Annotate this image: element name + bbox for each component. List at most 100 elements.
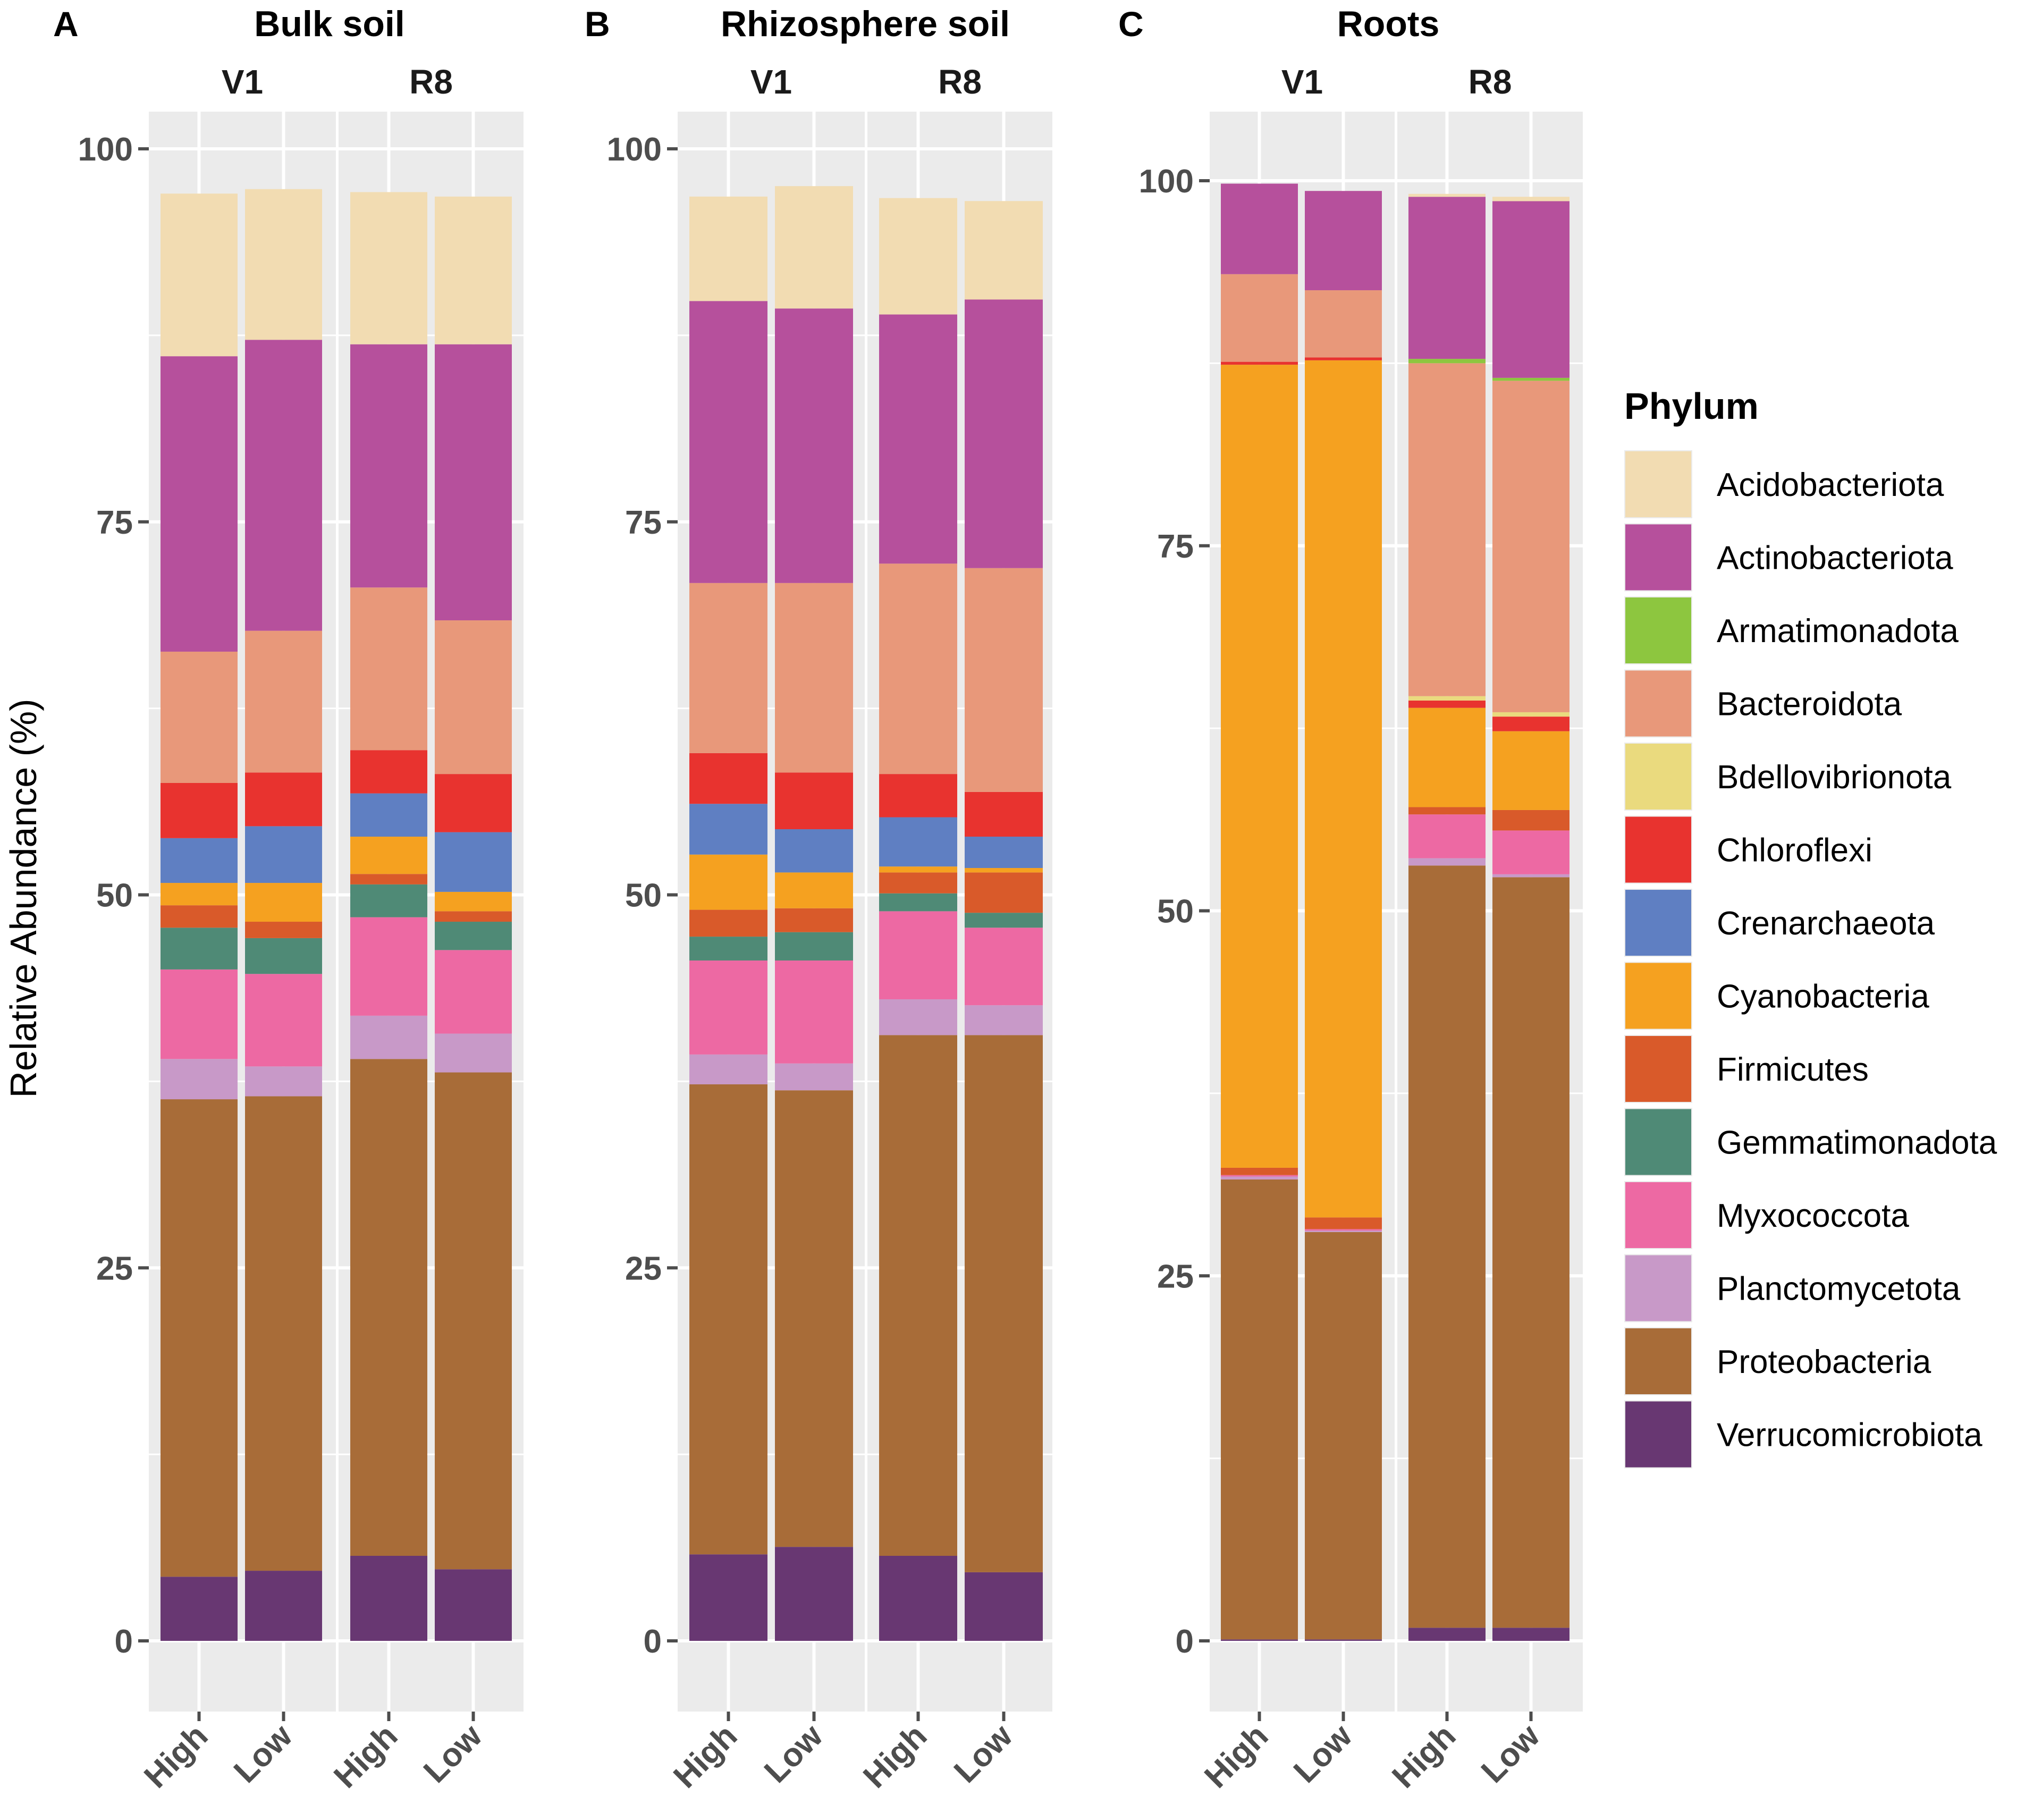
bar-segment-gemmatimonadota	[161, 928, 238, 970]
legend-title: Phylum	[1624, 385, 1759, 427]
panel-letter: B	[585, 4, 610, 44]
bar-segment-verrucomicrobiota	[350, 1556, 427, 1641]
bar-segment-planctomycetota	[245, 1066, 322, 1097]
panel-letter: C	[1118, 4, 1144, 44]
bar-segment-planctomycetota	[1221, 1176, 1298, 1179]
facet-strip-label: R8	[938, 63, 982, 101]
legend-swatch	[1625, 816, 1691, 883]
bar-segment-bacteroidota	[879, 563, 957, 774]
bar-segment-planctomycetota	[1408, 858, 1486, 866]
y-tick-label: 25	[1157, 1258, 1194, 1295]
bar-segment-proteobacteria	[245, 1096, 322, 1571]
bar-segment-actinobacteriota	[1221, 183, 1298, 274]
legend-item-bdellovibrionota: Bdellovibrionota	[1624, 743, 1952, 811]
y-tick-label: 75	[96, 504, 133, 541]
bar-segment-chloroflexi	[1408, 700, 1486, 708]
bar-segment-acidobacteriota	[1492, 197, 1570, 201]
bar-segment-bacteroidota	[1305, 290, 1382, 358]
bar-segment-actinobacteriota	[1305, 191, 1382, 291]
bar-r8-low	[965, 201, 1043, 1641]
bar-segment-chloroflexi	[161, 782, 238, 838]
legend-label: Verrucomicrobiota	[1717, 1417, 1982, 1454]
bar-segment-planctomycetota	[879, 999, 957, 1035]
bar-segment-verrucomicrobiota	[1305, 1639, 1382, 1641]
bar-segment-planctomycetota	[1492, 874, 1570, 878]
bar-segment-actinobacteriota	[1492, 201, 1570, 378]
bar-segment-firmicutes	[775, 908, 853, 932]
facet-r8: R8 High Low	[1385, 63, 1583, 1795]
bar-segment-actinobacteriota	[435, 344, 512, 621]
bar-segment-chloroflexi	[965, 791, 1043, 837]
legend-swatch	[1625, 1109, 1691, 1175]
legend-swatch	[1625, 1182, 1691, 1248]
bar-segment-actinobacteriota	[879, 314, 957, 564]
bar-segment-chloroflexi	[1492, 717, 1570, 731]
bar-segment-planctomycetota	[775, 1063, 853, 1091]
bar-segment-bacteroidota	[1492, 381, 1570, 712]
bar-r8-high	[350, 192, 427, 1641]
bar-segment-firmicutes	[879, 872, 957, 894]
bar-segment-myxococcota	[1221, 1175, 1298, 1177]
bar-segment-firmicutes	[350, 874, 427, 884]
bar-v1-high	[1221, 183, 1298, 1641]
facet-strip-label: V1	[750, 63, 792, 101]
legend-label: Bacteroidota	[1717, 686, 1902, 723]
bar-segment-planctomycetota	[965, 1005, 1043, 1035]
legend-item-verrucomicrobiota: Verrucomicrobiota	[1624, 1400, 1982, 1469]
y-tick-label: 100	[78, 131, 133, 168]
legend-item-cyanobacteria: Cyanobacteria	[1624, 962, 1929, 1030]
bar-segment-myxococcota	[350, 917, 427, 1016]
bar-segment-actinobacteriota	[775, 308, 853, 583]
panel-title: Bulk soil	[254, 4, 404, 44]
bar-segment-bdellovibrionota	[1408, 696, 1486, 701]
legend-label: Actinobacteriota	[1717, 540, 1953, 577]
legend-swatch	[1625, 597, 1691, 663]
bar-segment-cyanobacteria	[1408, 707, 1486, 807]
y-tick-label: 100	[1139, 163, 1194, 200]
legend-label: Crenarchaeota	[1717, 905, 1935, 942]
bar-segment-verrucomicrobiota	[245, 1571, 322, 1641]
facet-v1: V1 High Low	[1197, 63, 1395, 1795]
legend-item-myxococcota: Myxococcota	[1624, 1181, 1909, 1249]
bar-segment-myxococcota	[965, 928, 1043, 1006]
bar-segment-crenarchaeota	[689, 804, 767, 855]
x-tick-label: High	[1385, 1717, 1463, 1795]
y-axis-title-layer: Relative Abundance (%)	[3, 699, 44, 1098]
y-axis-title: Relative Abundance (%)	[3, 699, 44, 1098]
bar-segment-actinobacteriota	[965, 299, 1043, 568]
legend-label: Acidobacteriota	[1717, 467, 1944, 503]
bar-segment-myxococcota	[245, 974, 322, 1067]
bar-segment-chloroflexi	[1221, 361, 1298, 365]
bar-segment-myxococcota	[1492, 830, 1570, 874]
bar-segment-cyanobacteria	[1492, 731, 1570, 810]
bar-segment-acidobacteriota	[879, 198, 957, 315]
panel-title: Roots	[1337, 4, 1440, 44]
facet-strip-label: R8	[1469, 63, 1512, 101]
y-tick-label: 50	[625, 878, 662, 914]
bar-segment-firmicutes	[161, 905, 238, 928]
bar-segment-gemmatimonadota	[245, 938, 322, 974]
legend-swatch	[1625, 890, 1691, 956]
x-tick-label: High	[137, 1717, 215, 1795]
bar-r8-low	[435, 196, 512, 1641]
y-tick-label: 75	[1157, 528, 1194, 565]
bar-segment-gemmatimonadota	[689, 937, 767, 961]
bar-segment-acidobacteriota	[161, 193, 238, 357]
bar-segment-cyanobacteria	[350, 837, 427, 874]
x-tick-label: High	[666, 1717, 744, 1795]
bar-segment-verrucomicrobiota	[161, 1577, 238, 1641]
bar-segment-chloroflexi	[879, 774, 957, 818]
bar-r8-high	[879, 198, 957, 1641]
bar-segment-bacteroidota	[350, 587, 427, 751]
bar-segment-myxococcota	[775, 960, 853, 1064]
legend-label: Bdellovibrionota	[1717, 759, 1952, 796]
y-tick-label: 100	[607, 131, 662, 168]
bar-segment-crenarchaeota	[435, 832, 512, 892]
bar-v1-low	[245, 189, 322, 1641]
bar-segment-cyanobacteria	[245, 883, 322, 922]
legend-swatch	[1625, 744, 1691, 810]
y-tick-label: 50	[1157, 894, 1194, 930]
legend-label: Myxococcota	[1717, 1198, 1909, 1234]
